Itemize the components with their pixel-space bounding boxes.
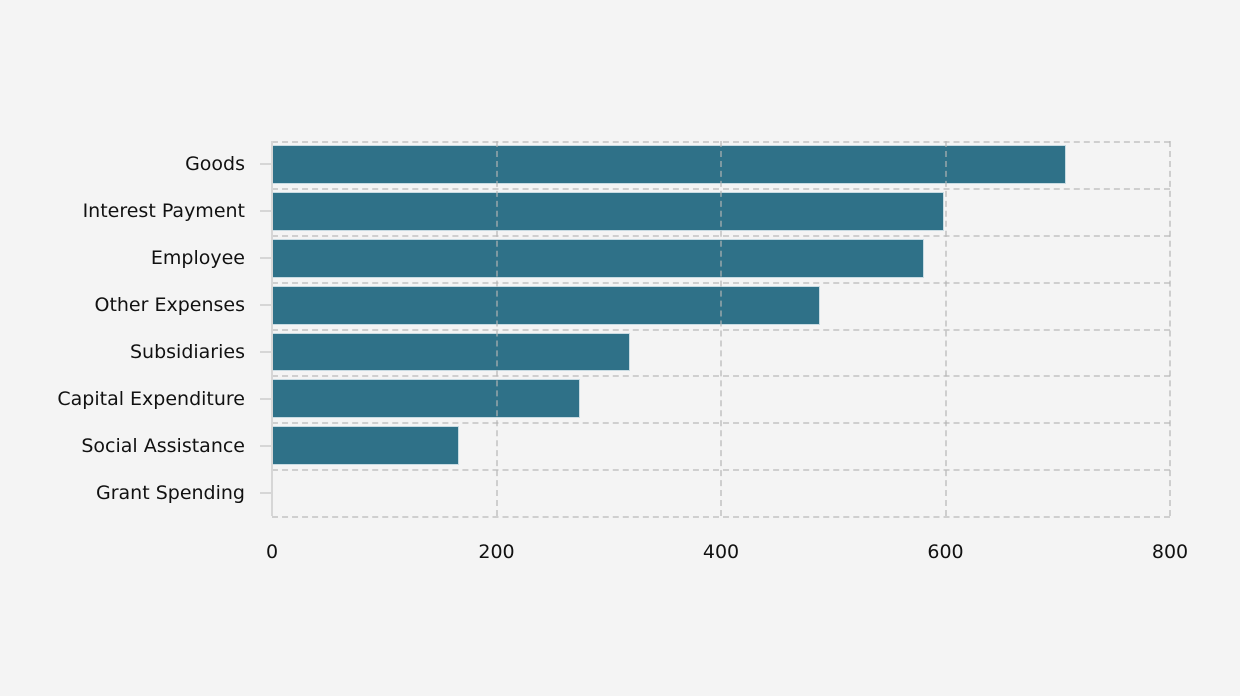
- y-tick-mark: [260, 210, 271, 213]
- y-tick-mark: [260, 163, 271, 166]
- x-tick-label: 400: [702, 541, 740, 563]
- category-label: Subsidiaries: [129, 340, 245, 363]
- bar: [272, 332, 631, 372]
- bar: [272, 238, 925, 278]
- x-tick-label: 0: [265, 541, 279, 563]
- bar: [272, 379, 580, 419]
- category-label: Interest Payment: [82, 200, 245, 223]
- grid-line-vertical: [944, 141, 947, 516]
- x-tick-label: 800: [1151, 541, 1189, 563]
- y-tick-mark: [260, 397, 271, 400]
- y-tick-mark: [260, 304, 271, 307]
- x-tick-label: 200: [478, 541, 515, 563]
- y-tick-mark: [260, 350, 271, 353]
- bar: [272, 145, 1066, 184]
- category-label: Other Expenses: [94, 294, 245, 317]
- y-tick-mark: [260, 257, 271, 260]
- bar: [272, 285, 820, 325]
- grid-line-vertical: [1169, 141, 1171, 516]
- x-tick-label: 600: [927, 541, 964, 563]
- bar: [272, 191, 945, 231]
- category-label: Social Assistance: [81, 434, 245, 457]
- category-label: Goods: [185, 153, 245, 176]
- category-label: Capital Expenditure: [57, 387, 245, 410]
- grid-line-vertical: [495, 141, 498, 516]
- grid-line-vertical: [720, 141, 722, 516]
- y-tick-mark: [260, 491, 271, 494]
- y-tick-mark: [260, 444, 271, 447]
- category-label: Employee: [150, 247, 245, 270]
- category-label: Grant Spending: [95, 481, 245, 504]
- grid-line-horizontal: [272, 516, 1170, 518]
- y-axis-line: [271, 141, 273, 516]
- bar: [272, 426, 460, 466]
